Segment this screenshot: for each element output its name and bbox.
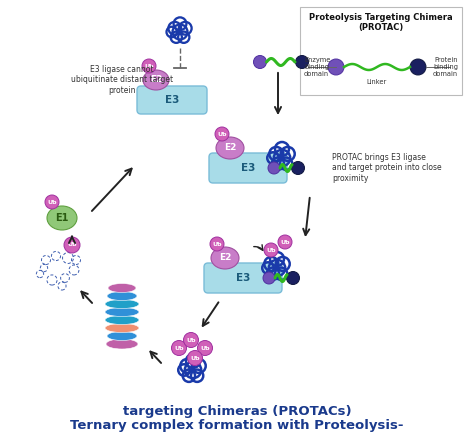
Circle shape: [410, 59, 426, 75]
Text: Ub: Ub: [190, 356, 200, 360]
Circle shape: [188, 351, 202, 365]
Circle shape: [45, 195, 59, 209]
Ellipse shape: [105, 316, 139, 324]
Ellipse shape: [105, 307, 139, 316]
FancyBboxPatch shape: [137, 86, 207, 114]
Circle shape: [328, 59, 344, 75]
Text: E3: E3: [236, 273, 250, 283]
Circle shape: [198, 340, 212, 356]
Text: Protein
binding
domain: Protein binding domain: [433, 57, 458, 77]
Ellipse shape: [107, 291, 137, 300]
Text: Ub: Ub: [186, 337, 196, 343]
Ellipse shape: [105, 324, 139, 332]
Ellipse shape: [47, 206, 77, 230]
Text: Enzyme
binding
domain: Enzyme binding domain: [304, 57, 330, 77]
FancyBboxPatch shape: [209, 153, 287, 183]
Ellipse shape: [216, 137, 244, 159]
Circle shape: [210, 237, 224, 251]
Ellipse shape: [106, 339, 138, 349]
Ellipse shape: [105, 299, 139, 308]
Text: Ub: Ub: [280, 239, 290, 244]
Circle shape: [268, 162, 280, 174]
Text: Linker: Linker: [367, 79, 387, 85]
Ellipse shape: [107, 332, 137, 340]
Circle shape: [254, 56, 266, 69]
FancyBboxPatch shape: [300, 7, 462, 95]
Text: Ub: Ub: [174, 345, 184, 351]
Text: E2: E2: [224, 143, 236, 153]
Text: Proteolysis Targeting Chimera
(PROTAC): Proteolysis Targeting Chimera (PROTAC): [309, 13, 453, 32]
Circle shape: [264, 243, 278, 257]
Text: Ub: Ub: [212, 242, 222, 247]
Text: Ternary complex formation with Proteolysis-: Ternary complex formation with Proteolys…: [70, 418, 404, 432]
Text: Ub: Ub: [67, 243, 77, 247]
Ellipse shape: [211, 247, 239, 269]
Text: E2: E2: [219, 254, 231, 263]
Circle shape: [172, 340, 186, 356]
Text: Ub: Ub: [47, 199, 57, 205]
Text: E2: E2: [150, 76, 162, 85]
Circle shape: [64, 237, 80, 253]
Text: E3: E3: [165, 95, 179, 105]
Text: Ub: Ub: [217, 132, 227, 137]
Text: Ub: Ub: [266, 247, 276, 252]
Text: E3: E3: [241, 163, 255, 173]
Circle shape: [263, 272, 275, 284]
FancyBboxPatch shape: [204, 263, 282, 293]
Ellipse shape: [143, 70, 169, 90]
Circle shape: [142, 59, 156, 73]
Ellipse shape: [108, 283, 136, 292]
Text: targeting Chimeras (PROTACs): targeting Chimeras (PROTACs): [123, 405, 351, 417]
Circle shape: [286, 271, 300, 284]
Text: E3 ligase cannot
ubiquitinate distant target
protein: E3 ligase cannot ubiquitinate distant ta…: [71, 65, 173, 95]
Text: Ub: Ub: [144, 64, 154, 69]
Circle shape: [278, 235, 292, 249]
Circle shape: [295, 56, 309, 69]
Circle shape: [215, 127, 229, 141]
Text: Ub: Ub: [200, 345, 210, 351]
Text: PROTAC brings E3 ligase
and target protein into close
proximity: PROTAC brings E3 ligase and target prote…: [332, 153, 442, 183]
Circle shape: [183, 332, 199, 348]
Text: E1: E1: [55, 213, 69, 223]
Circle shape: [292, 162, 304, 174]
